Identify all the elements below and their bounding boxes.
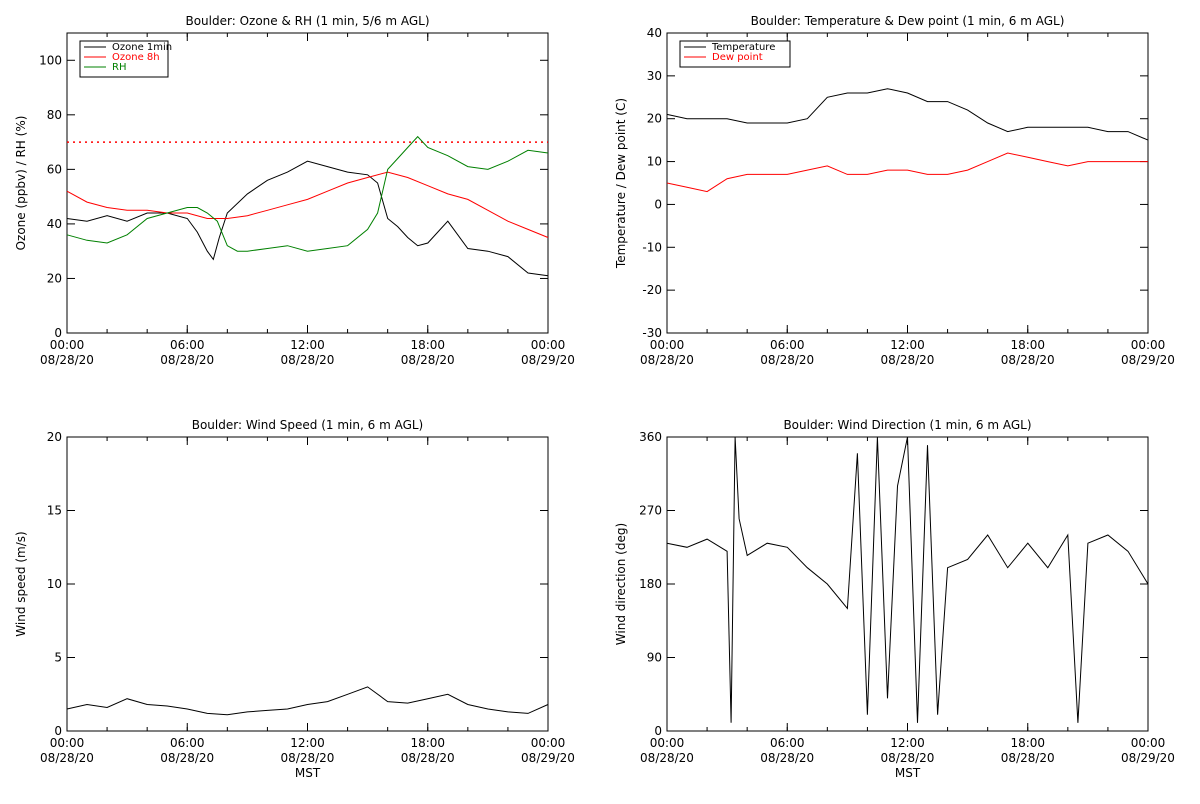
x-axis-label: MST — [895, 766, 921, 780]
panel-temp-dew: Boulder: Temperature & Dew point (1 min,… — [614, 14, 1175, 367]
x-tick-time: 18:00 — [1010, 736, 1045, 750]
y-axis-label: Temperature / Dew point (C) — [614, 98, 628, 269]
legend-label: RH — [112, 62, 126, 73]
x-tick-date: 08/28/20 — [1001, 353, 1055, 367]
x-tick-time: 06:00 — [770, 736, 805, 750]
y-tick-label: 30 — [647, 69, 662, 83]
x-tick-time: 00:00 — [50, 338, 85, 352]
x-tick-time: 00:00 — [50, 736, 85, 750]
series-line-dew-point — [666, 152, 1148, 193]
x-tick-date: 08/28/20 — [401, 751, 455, 765]
x-tick-time: 18:00 — [410, 736, 445, 750]
y-tick-label: 0 — [54, 326, 62, 340]
y-axis-label: Wind direction (deg) — [614, 523, 628, 645]
x-tick-date: 08/28/20 — [40, 751, 94, 765]
x-axis-label: MST — [295, 766, 321, 780]
y-tick-label: 360 — [639, 430, 662, 444]
x-tick-time: 00:00 — [1131, 338, 1166, 352]
x-tick-date: 08/28/20 — [760, 353, 814, 367]
series-line-data — [66, 686, 549, 716]
y-tick-label: -20 — [642, 283, 662, 297]
x-tick-date: 08/28/20 — [881, 353, 935, 367]
x-tick-date: 08/28/20 — [281, 751, 335, 765]
y-tick-label: 0 — [54, 724, 62, 738]
plot-frame — [666, 32, 1149, 334]
y-tick-label: 40 — [647, 26, 662, 40]
legend-label: Ozone 1min — [112, 42, 172, 53]
y-tick-label: 100 — [39, 53, 62, 67]
series-line-rh — [66, 135, 549, 252]
x-tick-time: 12:00 — [290, 338, 325, 352]
x-tick-date: 08/29/20 — [1121, 353, 1175, 367]
y-tick-label: 20 — [47, 430, 62, 444]
x-tick-date: 08/29/20 — [1121, 751, 1175, 765]
x-tick-date: 08/28/20 — [640, 751, 694, 765]
chart-title: Boulder: Wind Speed (1 min, 6 m AGL) — [192, 418, 424, 432]
y-tick-label: 10 — [47, 577, 62, 591]
x-tick-date: 08/28/20 — [160, 751, 214, 765]
y-tick-label: 10 — [647, 155, 662, 169]
chart-title: Boulder: Temperature & Dew point (1 min,… — [751, 14, 1065, 28]
x-tick-time: 06:00 — [170, 338, 205, 352]
y-tick-label: 5 — [54, 651, 62, 665]
y-tick-label: 20 — [47, 271, 62, 285]
legend-label: Dew point — [712, 52, 763, 63]
y-tick-label: 20 — [647, 112, 662, 126]
x-tick-time: 00:00 — [650, 338, 685, 352]
y-tick-label: 80 — [47, 108, 62, 122]
panel-wind-speed: Boulder: Wind Speed (1 min, 6 m AGL) 0 5 10… — [14, 418, 575, 780]
x-tick-time: 00:00 — [650, 736, 685, 750]
y-tick-label: -10 — [642, 240, 662, 254]
y-tick-label: 90 — [647, 651, 662, 665]
panel-wind-dir: Boulder: Wind Direction (1 min, 6 m AGL)… — [614, 418, 1175, 780]
x-tick-date: 08/28/20 — [40, 353, 94, 367]
plot-frame — [66, 436, 549, 732]
y-tick-label: 270 — [639, 504, 662, 518]
x-tick-time: 06:00 — [770, 338, 805, 352]
x-tick-time: 06:00 — [170, 736, 205, 750]
x-tick-date: 08/28/20 — [881, 751, 935, 765]
x-tick-date: 08/28/20 — [281, 353, 335, 367]
x-tick-time: 12:00 — [890, 338, 925, 352]
x-tick-time: 00:00 — [1131, 736, 1166, 750]
x-tick-time: 00:00 — [531, 338, 566, 352]
y-tick-label: -30 — [642, 326, 662, 340]
chart-title: Boulder: Wind Direction (1 min, 6 m AGL) — [783, 418, 1031, 432]
y-tick-label: 0 — [654, 197, 662, 211]
y-axis-label: Wind speed (m/s) — [14, 531, 28, 636]
chart-title: Boulder: Ozone & RH (1 min, 5/6 m AGL) — [185, 14, 429, 28]
y-tick-label: 40 — [47, 217, 62, 231]
y-axis-label: Ozone (ppbv) / RH (%) — [14, 116, 28, 251]
panel-ozone-rh: Boulder: Ozone & RH (1 min, 5/6 m AGL) 0 2… — [14, 14, 575, 367]
plot-frame — [66, 32, 549, 334]
y-tick-label: 60 — [47, 162, 62, 176]
y-tick-label: 180 — [639, 577, 662, 591]
legend-label: Temperature — [711, 42, 775, 53]
x-tick-date: 08/28/20 — [1001, 751, 1055, 765]
x-tick-date: 08/29/20 — [521, 751, 575, 765]
x-tick-date: 08/28/20 — [640, 353, 694, 367]
y-tick-label: 15 — [47, 504, 62, 518]
x-tick-date: 08/28/20 — [401, 353, 455, 367]
x-tick-date: 08/28/20 — [160, 353, 214, 367]
series-line-ozone-1min — [66, 160, 549, 277]
legend-box — [679, 40, 791, 68]
x-tick-time: 12:00 — [290, 736, 325, 750]
y-tick-label: 0 — [654, 724, 662, 738]
series-line-temperature — [666, 88, 1149, 141]
x-tick-time: 18:00 — [410, 338, 445, 352]
x-tick-date: 08/29/20 — [521, 353, 575, 367]
x-tick-date: 08/28/20 — [760, 751, 814, 765]
series-line-data — [666, 436, 1149, 723]
series-line-ozone-8h — [66, 171, 549, 238]
x-tick-time: 00:00 — [531, 736, 566, 750]
x-tick-time: 12:00 — [890, 736, 925, 750]
x-tick-time: 18:00 — [1010, 338, 1045, 352]
legend-label: Ozone 8h — [112, 52, 160, 63]
